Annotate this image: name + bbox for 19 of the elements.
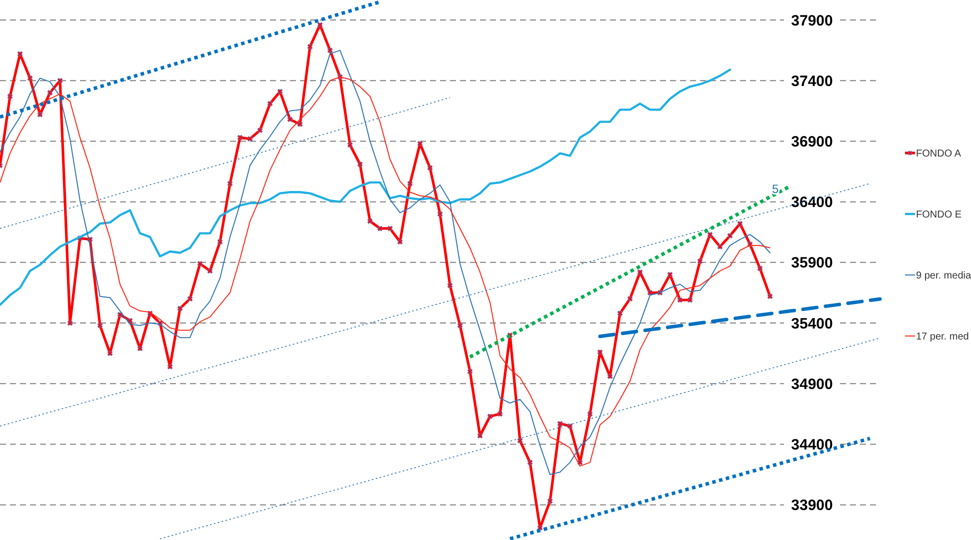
line-series	[468, 184, 792, 359]
legend-label: 9 per. media	[916, 270, 971, 282]
line-series	[508, 436, 872, 540]
line-series	[0, 68, 732, 306]
y-tick-label: 35900	[791, 254, 833, 272]
y-tick-label: 33900	[791, 497, 833, 514]
y-tick-label: 36900	[791, 133, 833, 150]
y-tick-label: 36400	[791, 194, 833, 212]
y-tick-label: 37900	[791, 12, 833, 30]
y-tick-label: 37400	[791, 72, 833, 90]
legend-label: FONDO E	[916, 210, 962, 220]
y-tick-label: 34900	[791, 376, 833, 393]
line-series	[598, 297, 882, 338]
legend-label: 17 per. med	[916, 332, 969, 342]
y-tick-label: 34400	[791, 436, 833, 454]
annotation: 5	[772, 182, 779, 196]
legend-label: FONDO A	[916, 148, 962, 160]
line-series	[0, 0, 382, 119]
y-tick-label: 35400	[791, 315, 833, 332]
